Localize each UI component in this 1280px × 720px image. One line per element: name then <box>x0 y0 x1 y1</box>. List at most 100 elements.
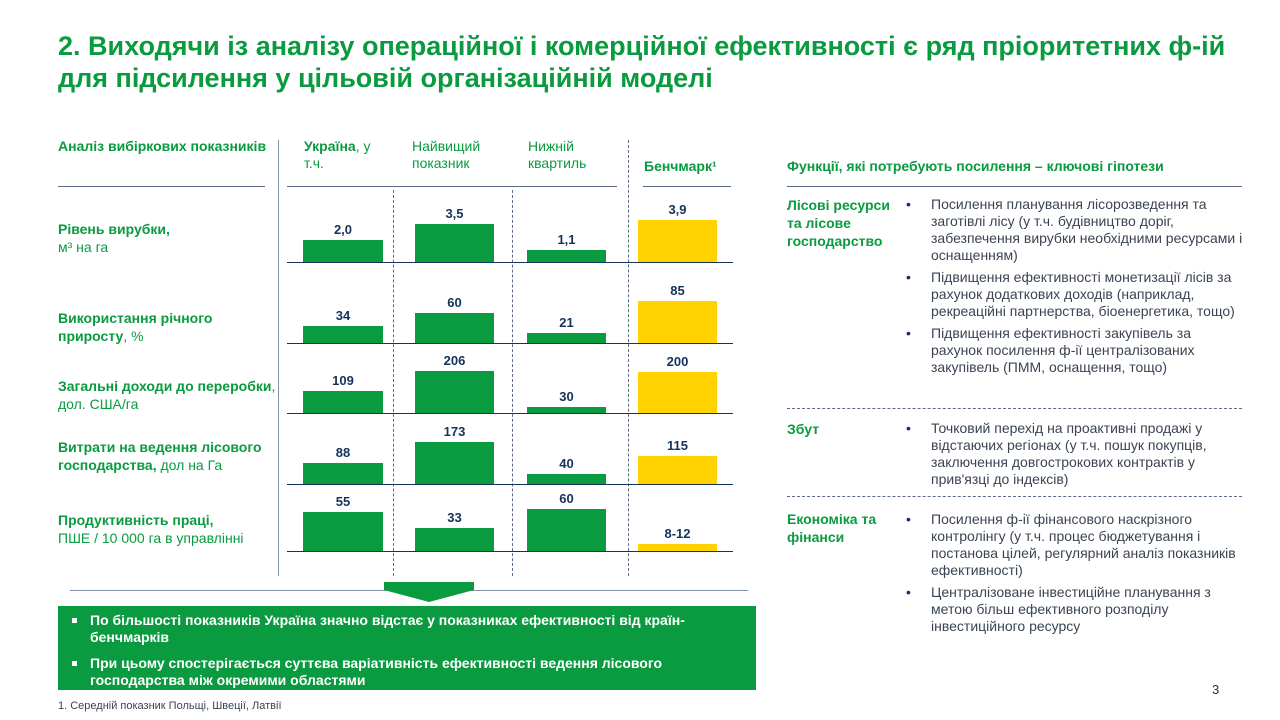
row-label-costs-unit: дол на Га <box>156 457 223 473</box>
page-number: 3 <box>1212 682 1220 697</box>
function-list-sales: • Точковий перехід на проактивні продажі … <box>906 420 1246 493</box>
list-item-text: Посилення планування лісорозведення та з… <box>931 196 1243 263</box>
bar-ukraine <box>303 326 383 343</box>
bar-value-label: 60 <box>559 491 574 506</box>
bar-benchmark <box>638 544 717 551</box>
bar-best <box>415 224 494 262</box>
row-label-harvest-bold: Рівень вирубки, <box>58 221 170 237</box>
bar-ukraine <box>303 391 383 413</box>
bullet-icon: • <box>906 511 911 527</box>
row-baseline <box>287 262 733 263</box>
conclusion-item: По більшості показників Україна значно в… <box>72 612 746 646</box>
function-list-forest: • Посилення планування лісорозведення та … <box>906 196 1246 381</box>
header-rule-left <box>58 186 265 187</box>
bar-value-label: 3,9 <box>668 202 687 217</box>
divider-dashed-2 <box>512 190 513 576</box>
bar-value-label: 60 <box>447 295 462 310</box>
divider-dashed-1 <box>393 190 394 576</box>
functions-title-rule <box>787 186 1242 187</box>
col-header-ukraine: Україна, у т.ч. <box>304 138 394 172</box>
conclusion-list: По більшості показників Україна значно в… <box>58 606 756 689</box>
bar-best <box>415 313 494 343</box>
bar-best <box>415 528 494 551</box>
row-label-revenue-bold: Загальні доходи до переробки <box>58 378 272 394</box>
bar-value-label: 85 <box>670 283 685 298</box>
row-label-costs-bold: Витрати на ведення лісового господарства… <box>58 439 262 473</box>
divider-solid <box>278 140 279 576</box>
list-item: • Точковий перехід на проактивні продажі … <box>906 420 1246 488</box>
bullet-icon: • <box>906 420 911 436</box>
bar-value-label: 33 <box>447 510 462 525</box>
row-label-productivity-bold: Продуктивність праці, <box>58 512 214 528</box>
list-item: • Підвищення ефективності монетизації ліс… <box>906 269 1246 320</box>
bar-ukraine <box>303 512 383 551</box>
col-header-lower: Нижній квартиль <box>528 138 587 171</box>
col-header-best: Найвищий показник <box>412 138 481 171</box>
conclusion-box: По більшості показників Україна значно в… <box>58 606 756 690</box>
row-label-increment: Використання річного приросту, % <box>58 309 278 345</box>
bar-benchmark <box>638 220 717 262</box>
conclusion-item: При цьому спостерігається суттєва варіат… <box>72 655 746 689</box>
functions-title: Функції, які потребують посилення – ключ… <box>787 158 1164 174</box>
row-label-harvest-unit: м³ на га <box>58 239 109 255</box>
bar-value-label: 109 <box>332 373 354 388</box>
row-baseline <box>287 343 733 344</box>
header-rule-middle <box>287 186 617 187</box>
bar-value-label: 2,0 <box>333 222 353 237</box>
list-item-text: Централізоване інвестиційне планування з… <box>931 584 1211 634</box>
bullet-icon: • <box>906 325 911 341</box>
bar-value-label: 1,1 <box>557 232 576 247</box>
list-item-text: Посилення ф-ії фінансового наскрізного к… <box>931 511 1236 578</box>
list-item-text: Підвищення ефективності закупівель за ра… <box>931 325 1195 375</box>
square-bullet-icon <box>72 661 77 666</box>
row-label-harvest: Рівень вирубки, м³ на га <box>58 220 278 256</box>
row-label-productivity-unit: ПШЕ / 10 000 га в управлінні <box>58 530 244 546</box>
row-baseline <box>287 413 733 414</box>
bar-best <box>415 371 494 413</box>
bar-best <box>415 442 494 484</box>
conclusion-text: При цьому спостерігається суттєва варіат… <box>90 655 663 688</box>
page-title: 2. Виходячи із аналізу операційної і ком… <box>58 31 1226 93</box>
bar-value-label: 34 <box>335 308 351 323</box>
row-baseline <box>287 551 733 552</box>
row-label-increment-unit: , % <box>123 328 144 344</box>
conclusion-text: По більшості показників Україна значно в… <box>90 612 685 645</box>
col-header-ukraine-bold: Україна <box>304 138 356 154</box>
function-label-sales: Збут <box>787 421 820 437</box>
bar-benchmark <box>638 456 717 484</box>
bar-value-label: 8-12 <box>664 526 691 541</box>
col-header-benchmark: Бенчмарк¹ <box>644 158 717 174</box>
list-item-text: Точковий перехід на проактивні продажі у… <box>931 420 1207 487</box>
bar-ukraine <box>303 463 383 484</box>
bar-value-label: 55 <box>335 494 351 509</box>
list-item: • Централізоване інвестиційне планування … <box>906 584 1246 635</box>
chevron-down-icon <box>384 582 474 602</box>
square-bullet-icon <box>72 618 77 623</box>
bar-ukraine <box>303 240 383 262</box>
row-label-increment-bold: Використання річного приросту <box>58 310 213 344</box>
bar-lower <box>527 509 606 551</box>
row-label-revenue-unit: , дол. США/га <box>58 378 276 412</box>
function-divider-2 <box>787 496 1242 497</box>
bar-lower <box>527 474 606 484</box>
bar-value-label: 200 <box>666 354 689 369</box>
col-header-ukraine-rest: , у т.ч. <box>304 138 371 171</box>
list-item-text: Підвищення ефективності монетизації лісі… <box>931 269 1235 319</box>
footnote: 1. Середній показник Польщі, Швеції, Лат… <box>58 700 282 712</box>
row-label-costs: Витрати на ведення лісового господарства… <box>58 438 278 474</box>
row-label-revenue: Загальні доходи до переробки, дол. США/г… <box>58 377 278 413</box>
divider-dashed-3 <box>628 140 629 576</box>
bar-value-label: 30 <box>559 389 574 404</box>
function-label-finance: Економіка та фінанси <box>787 511 877 545</box>
bar-value-label: 21 <box>559 315 574 330</box>
bar-benchmark <box>638 372 717 413</box>
left-header: Аналіз вибіркових показників <box>58 138 267 154</box>
bar-value-label: 3,5 <box>445 206 464 221</box>
bar-lower <box>527 407 606 413</box>
bar-benchmark <box>638 301 717 343</box>
bar-value-label: 40 <box>559 456 574 471</box>
function-divider-1 <box>787 408 1242 409</box>
bar-value-label: 115 <box>667 438 688 453</box>
function-label-forest: Лісові ресурси та лісове господарство <box>787 197 890 249</box>
bullet-icon: • <box>906 584 911 600</box>
